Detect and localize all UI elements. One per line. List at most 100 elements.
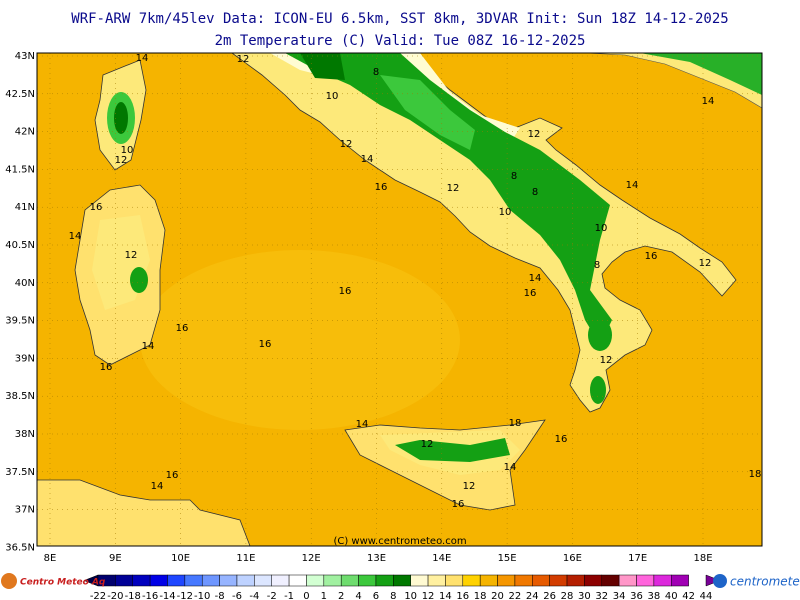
- lat-label: 39N: [15, 353, 35, 364]
- logo-icon: [713, 574, 727, 588]
- contour-label: 14: [69, 231, 82, 242]
- colorbar-box: [340, 574, 359, 587]
- contour-label: 10: [499, 207, 512, 218]
- tunisia: [37, 479, 251, 546]
- colorbar-label: -1: [284, 591, 294, 600]
- colorbar-label: 38: [648, 591, 661, 600]
- colorbar-box: [393, 574, 411, 587]
- lon-label: 16E: [563, 553, 582, 564]
- colorbar-label: -12: [177, 591, 193, 600]
- colorbar-box: [306, 574, 325, 587]
- colorbar-box: [167, 574, 186, 587]
- apennines-mid: [380, 75, 475, 150]
- contour-label: 10: [121, 145, 134, 156]
- credit: (C) www.centrometeo.com: [333, 536, 466, 547]
- colorbar-label: -16: [142, 591, 158, 600]
- colorbar: -22 -20 -18 -16 -14 -12 -10 -8 -6 -4 -2 -1 0 1 2 4 6 8 10 1…: [83, 574, 721, 600]
- colorbar-box: [254, 574, 272, 587]
- colorbar-box: [219, 574, 238, 587]
- colorbar-box: [618, 574, 637, 587]
- contour-label: 14: [356, 419, 369, 430]
- colorbar-box: [323, 574, 342, 587]
- contour-label: 12: [237, 54, 250, 65]
- title: WRF-ARW 7km/45lev Data: ICON-EU 6.5km, S…: [71, 11, 728, 27]
- contour-label: 16: [339, 286, 352, 297]
- colorbar-label: 1: [321, 591, 327, 600]
- lon-label: 10E: [171, 553, 190, 564]
- colorbar-label: 10: [404, 591, 417, 600]
- contour-label: 12: [699, 258, 712, 269]
- contour-label: 14: [142, 341, 155, 352]
- sila: [588, 319, 612, 351]
- lon-label: 11E: [236, 553, 255, 564]
- lat-label: 41N: [15, 202, 35, 213]
- lat-label: 42N: [15, 127, 35, 138]
- contour-label: 14: [702, 96, 715, 107]
- colorbar-label: 12: [422, 591, 435, 600]
- colorbar-box: [514, 574, 533, 587]
- contour-label: 12: [125, 250, 138, 261]
- colorbar-box: [115, 574, 133, 587]
- colorbar-box: [462, 574, 481, 587]
- contour-label: 16: [645, 251, 658, 262]
- colorbar-box: [532, 574, 550, 587]
- contour-label: 16: [375, 182, 388, 193]
- colorbar-label: 20: [491, 591, 504, 600]
- colorbar-box: [427, 574, 446, 587]
- colorbar-label: 16: [456, 591, 469, 600]
- lat-label: 39.5N: [5, 316, 35, 327]
- colorbar-box: [653, 574, 672, 587]
- contour-label: 16: [259, 339, 272, 350]
- apennines-peak: [300, 53, 345, 80]
- logo-left: Centro Meteo Aq: [1, 573, 106, 589]
- colorbar-box: [236, 574, 255, 587]
- sardinia-peak: [130, 267, 148, 293]
- contour-label: 14: [151, 481, 164, 492]
- contour-label: 14: [361, 154, 374, 165]
- contour-label: 16: [452, 499, 465, 510]
- contour-label: 16: [555, 434, 568, 445]
- colorbar-label: 0: [303, 591, 309, 600]
- colorbar-box: [479, 574, 498, 587]
- contour-label: 14: [136, 53, 149, 64]
- contour-label: 16: [100, 362, 113, 373]
- contour-label: 8: [373, 67, 379, 78]
- colorbar-label: -10: [194, 591, 210, 600]
- colorbar-box: [497, 574, 516, 587]
- lat-label: 43N: [15, 51, 35, 62]
- colorbar-box: [201, 574, 220, 587]
- lat-label: 36.5N: [5, 542, 35, 553]
- sea-warm: [140, 250, 460, 430]
- contour-label: 10: [326, 91, 339, 102]
- colorbar-label: -14: [159, 591, 175, 600]
- colorbar-label: 26: [543, 591, 556, 600]
- frame: [36, 52, 763, 547]
- lat-label: 40N: [15, 278, 35, 289]
- colorbar-label: -20: [107, 591, 123, 600]
- lon-label: 12E: [302, 553, 321, 564]
- lon-label: 13E: [367, 553, 386, 564]
- lat-label: 38N: [15, 429, 35, 440]
- contour-label: 14: [504, 462, 517, 473]
- colorbar-box: [636, 574, 655, 587]
- logo-icon: [1, 573, 17, 589]
- contour-label: 16: [524, 288, 537, 299]
- colorbar-box: [184, 574, 203, 587]
- lat-label: 40.5N: [5, 240, 35, 251]
- contour-label: 12: [115, 155, 128, 166]
- contour-label: 12: [463, 481, 476, 492]
- colorbar-label: 22: [509, 591, 522, 600]
- contour-label: 12: [340, 139, 353, 150]
- logo-text: centrometeo: [730, 575, 800, 589]
- map: 14 12810121412881216101414108161214161610…: [37, 53, 762, 546]
- colorbar-box: [584, 574, 603, 587]
- colorbar-end: [705, 574, 721, 587]
- contour-label: 14: [529, 273, 542, 284]
- colorbar-label: 4: [355, 591, 361, 600]
- lat-label: 38.5N: [5, 391, 35, 402]
- colorbar-label: 24: [526, 591, 539, 600]
- colorbar-box: [288, 574, 307, 587]
- lon-label: 9E: [109, 553, 122, 564]
- contour-label: 16: [166, 470, 179, 481]
